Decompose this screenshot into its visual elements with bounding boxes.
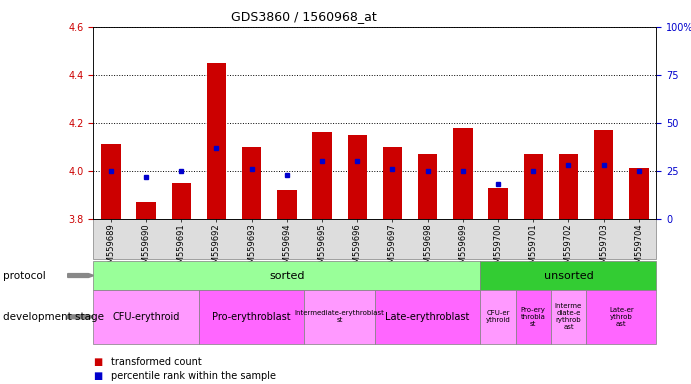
Bar (101, 144, 120, 219)
Text: sorted: sorted (269, 270, 305, 281)
Bar (136, 202, 155, 219)
Text: GDS3860 / 1560968_at: GDS3860 / 1560968_at (231, 10, 377, 23)
Text: Interme
diate-e
rythrob
ast: Interme diate-e rythrob ast (555, 303, 582, 330)
Text: percentile rank within the sample: percentile rank within the sample (111, 371, 276, 381)
Bar (594, 130, 614, 219)
Bar (242, 147, 261, 219)
Text: protocol: protocol (3, 270, 46, 281)
Bar (312, 132, 332, 219)
Text: development stage: development stage (3, 312, 104, 322)
Text: Pro-erythroblast: Pro-erythroblast (212, 312, 291, 322)
Text: CFU-er
ythroid: CFU-er ythroid (486, 310, 511, 323)
Text: Intermediate-erythroblast
st: Intermediate-erythroblast st (295, 310, 385, 323)
Bar (277, 190, 296, 219)
Bar (418, 154, 437, 219)
Text: CFU-erythroid: CFU-erythroid (113, 312, 180, 322)
Text: ■: ■ (93, 357, 102, 367)
Text: Pro-ery
throbla
st: Pro-ery throbla st (521, 307, 546, 327)
Bar (383, 147, 402, 219)
Text: unsorted: unsorted (544, 270, 594, 281)
Text: transformed count: transformed count (111, 357, 201, 367)
Bar (630, 169, 649, 219)
Bar (524, 154, 543, 219)
Text: Late-erythroblast: Late-erythroblast (386, 312, 470, 322)
Bar (171, 183, 191, 219)
Text: ■: ■ (93, 371, 102, 381)
Text: Late-er
ythrob
ast: Late-er ythrob ast (609, 307, 634, 327)
Bar (348, 135, 367, 219)
Bar (207, 63, 226, 219)
Bar (453, 127, 473, 219)
Bar (559, 154, 578, 219)
Bar (489, 188, 508, 219)
